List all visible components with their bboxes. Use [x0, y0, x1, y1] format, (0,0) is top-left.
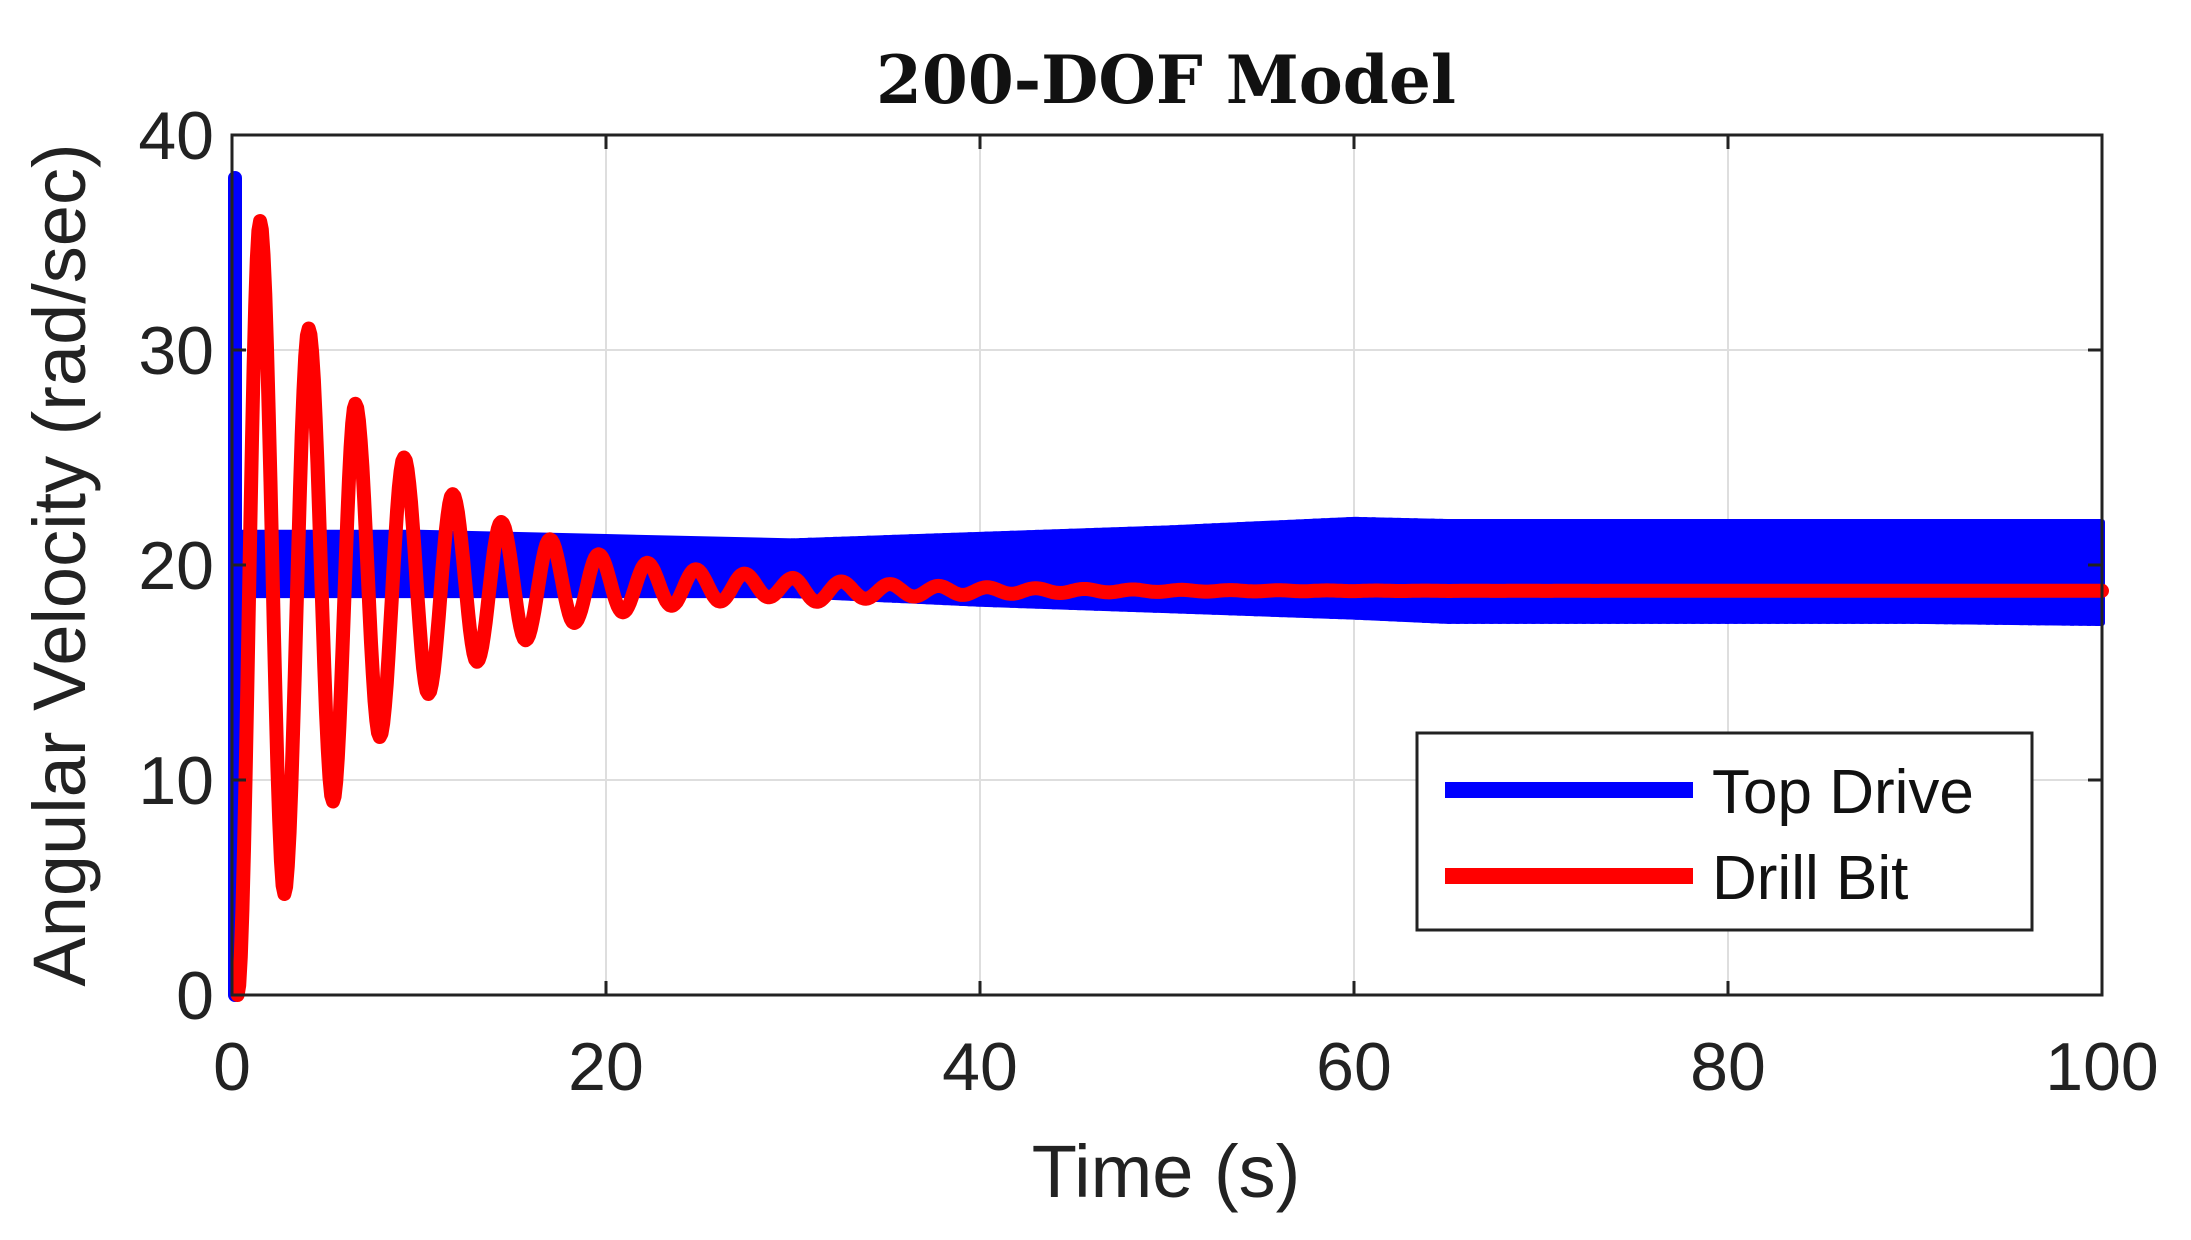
x-axis-label: Time (s) — [1032, 1130, 1301, 1213]
y-tick-label: 20 — [138, 528, 214, 604]
ticks: 0 20 40 60 80 100 0 10 20 30 40 — [138, 98, 2158, 1105]
legend-box — [1415, 731, 2034, 932]
y-tick-label: 10 — [138, 743, 214, 819]
x-tick-label: 0 — [213, 1029, 251, 1105]
x-tick-label: 100 — [2045, 1029, 2158, 1105]
legend: Top Drive Drill Bit — [1415, 731, 2034, 932]
legend-label-drill-bit: Drill Bit — [1712, 844, 1908, 913]
y-axis-label: Angular Velocity (rad/sec) — [18, 143, 101, 986]
legend-label-top-drive: Top Drive — [1712, 758, 1974, 827]
x-tick-label: 80 — [1690, 1029, 1766, 1105]
series-layer — [228, 171, 2109, 1002]
series-top-drive-edge-texture — [791, 516, 2100, 626]
x-tick-label: 60 — [1316, 1029, 1392, 1105]
x-tick-label: 20 — [568, 1029, 644, 1105]
y-tick-label: 40 — [138, 98, 214, 174]
y-tick-label: 30 — [138, 313, 214, 389]
chart-title: 200-DOF Model — [876, 41, 1456, 119]
series-drill-bit-line — [230, 214, 2109, 1002]
x-tick-label: 40 — [942, 1029, 1018, 1105]
y-tick-label: 0 — [176, 958, 214, 1034]
